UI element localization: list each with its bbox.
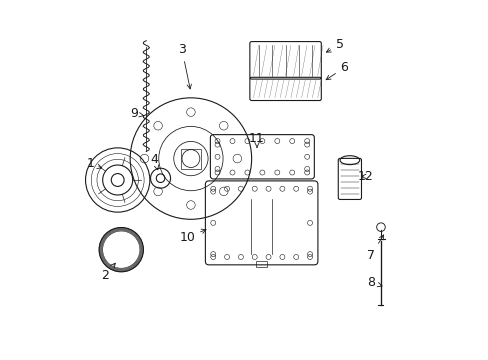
Text: 9: 9	[130, 107, 143, 120]
Bar	[181, 149, 201, 168]
Text: 5: 5	[325, 39, 343, 52]
Text: 1: 1	[87, 157, 102, 170]
Text: 6: 6	[325, 61, 348, 80]
Text: 7: 7	[366, 235, 383, 261]
Text: 3: 3	[178, 43, 191, 89]
Text: 10: 10	[179, 229, 205, 244]
Text: 8: 8	[366, 276, 381, 289]
Bar	[256, 261, 266, 267]
Text: 11: 11	[248, 132, 264, 148]
Text: 12: 12	[357, 170, 373, 183]
Text: 4: 4	[150, 153, 158, 170]
Text: 2: 2	[101, 263, 115, 282]
